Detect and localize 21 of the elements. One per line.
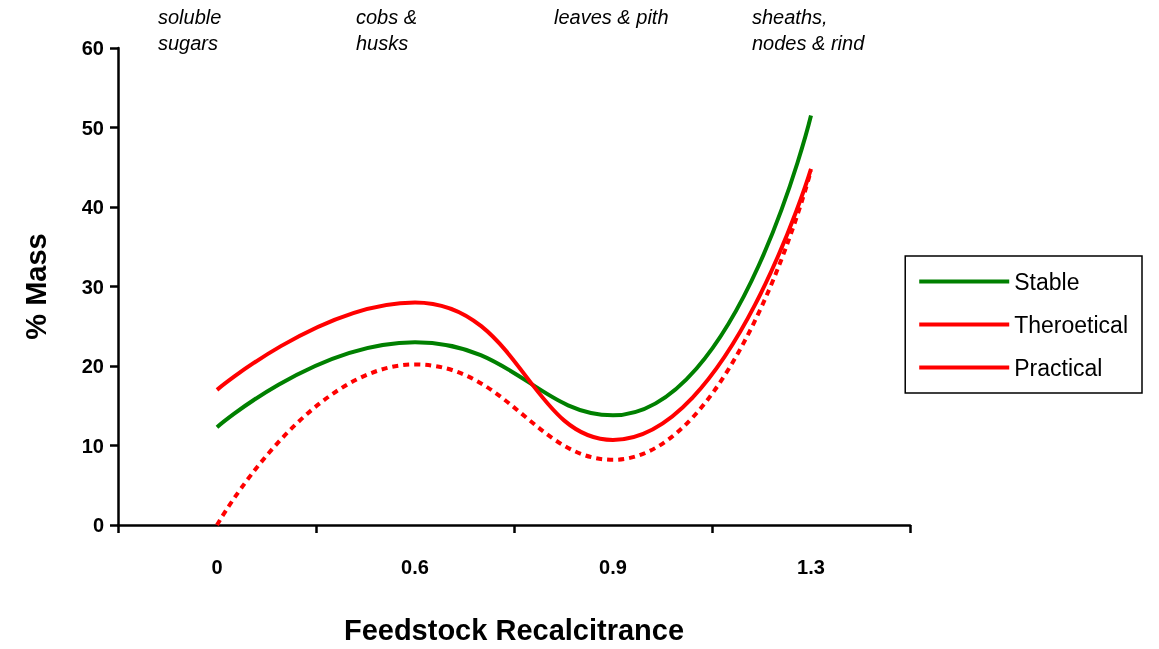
annotation: cobs & husks xyxy=(356,6,423,54)
annotation: soluble sugars xyxy=(158,6,227,54)
legend-label: Stable xyxy=(1014,268,1080,295)
x-axis-title: Feedstock Recalcitrance xyxy=(343,613,685,646)
y-tick-label: 50 xyxy=(81,116,104,139)
legend-label: Theroetical xyxy=(1014,311,1129,338)
y-tick-label: 0 xyxy=(92,514,104,536)
y-axis-title: % Mass xyxy=(19,233,52,340)
y-tick-label: 60 xyxy=(81,37,104,59)
x-tick-label: 0.6 xyxy=(401,556,429,578)
legend-label: Practical xyxy=(1014,354,1103,381)
y-tick-label: 40 xyxy=(81,196,104,218)
x-tick-label: 1.3 xyxy=(797,556,825,578)
line-series xyxy=(215,113,813,430)
y-tick-label: 10 xyxy=(81,434,104,457)
annotation: sheaths, nodes & rind xyxy=(752,6,866,54)
y-tick-label: 20 xyxy=(81,355,104,377)
text: leaves & pith xyxy=(554,6,669,28)
x-tick-label: 0.9 xyxy=(599,556,627,578)
x-tick-label: 0 xyxy=(211,556,223,578)
y-tick-label: 30 xyxy=(81,275,104,298)
